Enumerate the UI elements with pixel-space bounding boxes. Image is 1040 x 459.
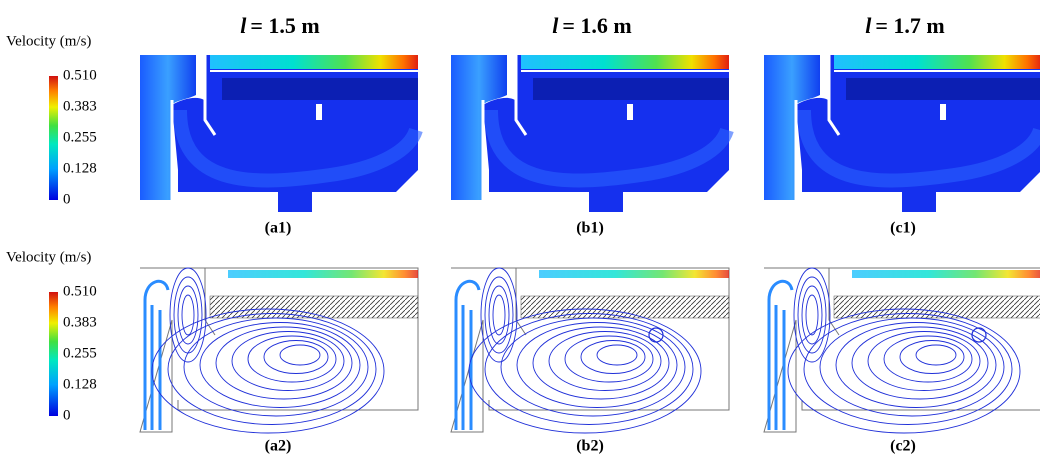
- streamline: [501, 318, 685, 416]
- launder: [210, 55, 418, 69]
- colorbar-tick-label: 0.510: [63, 283, 97, 299]
- launder: [521, 55, 729, 69]
- colorbar-tick-label: 0.255: [63, 345, 97, 361]
- colorbar-title: Velocity (m/s): [6, 249, 91, 265]
- inclined-plates: [834, 296, 1040, 318]
- secondary-vortex: [649, 328, 663, 342]
- streamline-panel: [140, 268, 418, 433]
- header-value: = 1.7 m: [875, 13, 944, 38]
- launder: [539, 270, 729, 278]
- inclined-plates: [210, 296, 418, 318]
- streamline: [884, 336, 972, 382]
- launder: [852, 270, 1040, 278]
- streamline: [200, 323, 360, 408]
- contour-panel: [451, 55, 729, 212]
- streamline: [248, 336, 336, 382]
- colorbar-tick-label: 0.128: [63, 160, 97, 176]
- streamline: [170, 268, 206, 362]
- colorbar-tick-label: 0.255: [63, 129, 97, 145]
- colorbar-tick-label: 0: [63, 191, 71, 207]
- panel-label: (b2): [576, 438, 604, 455]
- streamline: [533, 327, 669, 399]
- streamline: [216, 327, 352, 399]
- header-symbol: l: [865, 13, 872, 38]
- inclined-plates: [533, 78, 729, 100]
- streamline: [806, 295, 818, 335]
- streamline: [184, 318, 368, 416]
- baffle: [627, 104, 633, 120]
- header-symbol: l: [552, 13, 559, 38]
- panel-label: (b1): [576, 220, 604, 237]
- streamline: [481, 268, 517, 362]
- launder: [228, 270, 418, 278]
- colorbar: [49, 76, 58, 200]
- pipe-stream: [769, 281, 792, 430]
- panel-label: (a1): [265, 220, 292, 237]
- panel-label: (c1): [890, 220, 916, 237]
- colorbar-tick-label: 0.510: [63, 67, 97, 83]
- pipe-stream: [456, 281, 479, 430]
- streamline: [182, 295, 194, 335]
- streamline-panel: [451, 268, 729, 433]
- streamline: [517, 323, 677, 408]
- streamline: [565, 336, 653, 382]
- streamline: [168, 314, 376, 425]
- panel-label: (a2): [265, 438, 292, 455]
- inclined-plates: [521, 296, 729, 318]
- header-value: = 1.6 m: [562, 13, 631, 38]
- streamline: [852, 327, 988, 399]
- column-header: l= 1.7 m: [865, 13, 945, 38]
- streamline-panel: [764, 268, 1040, 433]
- streamline: [597, 345, 637, 365]
- launder: [834, 55, 1040, 69]
- inclined-plates: [222, 78, 418, 100]
- colorbar: [49, 292, 58, 416]
- column-header: l= 1.5 m: [240, 13, 320, 38]
- streamline: [820, 318, 1004, 416]
- colorbar-tick-label: 0.383: [63, 98, 97, 114]
- colorbar-tick-label: 0.383: [63, 314, 97, 330]
- colorbar-tick-label: 0.128: [63, 376, 97, 392]
- streamline: [280, 345, 320, 365]
- contour-panel: [140, 55, 418, 212]
- baffle: [316, 104, 322, 120]
- figure: l= 1.5 ml= 1.6 ml= 1.7 mVelocity (m/s)0.…: [0, 0, 1040, 459]
- contour-panel: [764, 55, 1040, 212]
- panel-label: (c2): [890, 438, 916, 455]
- colorbar-title: Velocity (m/s): [6, 33, 91, 49]
- column-header: l= 1.6 m: [552, 13, 632, 38]
- inclined-plates: [846, 78, 1040, 100]
- secondary-vortex: [972, 328, 986, 342]
- pipe-stream: [145, 281, 168, 430]
- baffle: [940, 104, 946, 120]
- header-symbol: l: [240, 13, 247, 38]
- header-value: = 1.5 m: [250, 13, 319, 38]
- colorbar-tick-label: 0: [63, 407, 71, 423]
- streamline: [916, 345, 956, 365]
